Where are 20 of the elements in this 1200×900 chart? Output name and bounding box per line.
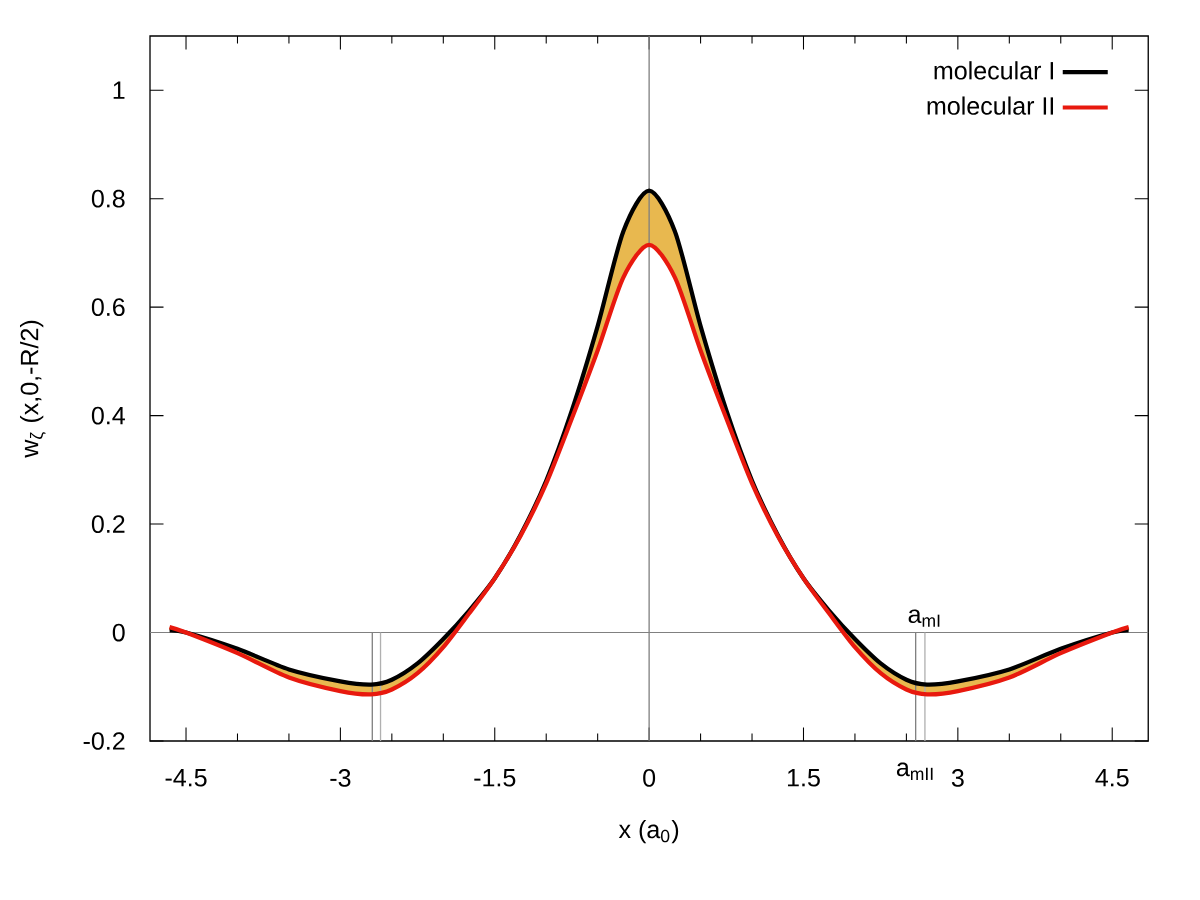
- y-axis-title: w$_{ζ}$ (x,0,-R/2): [19, 320, 46, 458]
- x-axis-title: x (a$_{0}$): [618, 819, 679, 844]
- x-tick-label: 1.5: [787, 769, 820, 787]
- y-tick-label: 0.6: [91, 298, 125, 317]
- x-tick-label: 0: [643, 769, 656, 787]
- x-tick-label: -4.5: [165, 769, 207, 787]
- legend-label: molecular I: [934, 61, 1053, 80]
- x-tick-label: -3: [330, 769, 351, 787]
- ref-line-label: a$_{mI}$: [908, 609, 940, 627]
- x-tick-label: 3: [951, 769, 964, 787]
- y-tick-label: 0: [112, 623, 125, 642]
- y-tick-label: 0.8: [91, 189, 125, 208]
- x-tick-label: 4.5: [1095, 769, 1129, 787]
- legend-label: molecular II: [927, 96, 1053, 115]
- y-tick-label: 1: [113, 81, 125, 99]
- y-tick-label: 0.4: [91, 406, 125, 425]
- x-tick-label: -1.5: [474, 769, 516, 787]
- ref-line-label: a$_{mII}$: [896, 762, 933, 780]
- y-tick-label: 0.2: [91, 515, 125, 533]
- y-tick-label: -0.2: [83, 732, 125, 750]
